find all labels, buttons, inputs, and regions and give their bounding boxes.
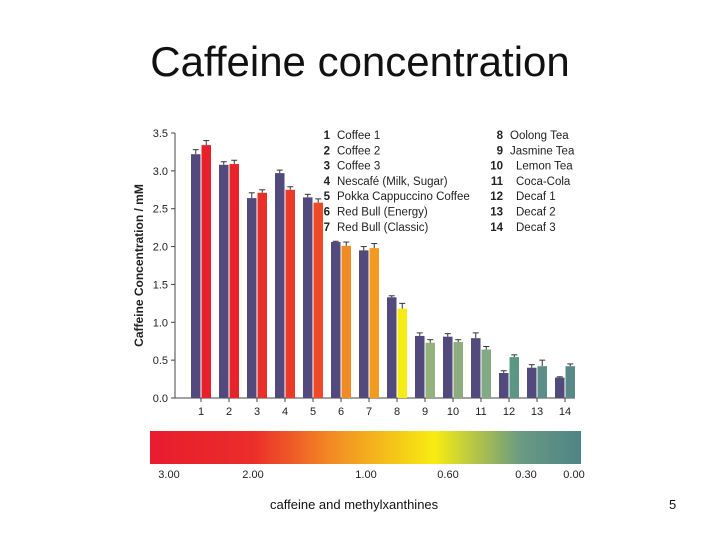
- x-tick-label: 3: [254, 406, 260, 418]
- bars: [191, 140, 575, 398]
- legend-label: Pokka Cappuccino Coffee: [337, 191, 470, 203]
- bar-sample-b: [341, 245, 351, 398]
- legend-number: 9: [497, 145, 503, 157]
- x-tick-label: 5: [310, 406, 316, 418]
- x-tick-label: 9: [422, 406, 428, 418]
- color-scale-label: 1.00: [355, 469, 376, 481]
- y-tick-label: 3.0: [153, 166, 168, 178]
- legend-label: Red Bull (Energy): [337, 207, 428, 219]
- legend-label: Coca-Cola: [516, 176, 571, 188]
- legend-number: 6: [324, 207, 330, 219]
- bar-sample-a: [387, 297, 397, 398]
- bar-sample-b: [201, 145, 211, 398]
- bar-sample-a: [219, 164, 229, 398]
- y-tick-label: 1.5: [153, 279, 168, 291]
- x-tick-label: 7: [366, 406, 372, 418]
- x-tick-label: 8: [394, 406, 400, 418]
- legend-label: Decaf 2: [516, 207, 556, 219]
- x-tick-label: 6: [338, 406, 344, 418]
- legend-number: 8: [497, 130, 504, 142]
- slide-title: Caffeine concentration: [150, 38, 570, 85]
- legend-label: Decaf 1: [516, 191, 556, 203]
- color-scale-label: 3.00: [158, 469, 179, 481]
- slide-footer: caffeine and methylxanthines: [270, 497, 439, 512]
- y-tick-label: 2.5: [153, 204, 168, 216]
- bar-sample-b: [285, 189, 295, 398]
- bar-sample-b: [257, 192, 267, 398]
- bar-sample-b: [565, 366, 575, 398]
- legend-label: Red Bull (Classic): [337, 222, 429, 234]
- bar-sample-b: [313, 202, 323, 398]
- bar-sample-b: [397, 308, 407, 398]
- bar-sample-b: [453, 341, 463, 398]
- bar-sample-a: [303, 197, 313, 398]
- legend-label: Lemon Tea: [516, 161, 573, 173]
- y-tick-label: 0.5: [153, 355, 168, 367]
- bar-sample-a: [415, 335, 425, 398]
- legend-number: 2: [324, 145, 330, 157]
- slide-number: 5: [669, 497, 677, 512]
- x-tick-label: 11: [475, 406, 486, 418]
- legend-number: 5: [324, 191, 331, 203]
- bar-sample-b: [481, 349, 491, 398]
- legend-number: 7: [324, 222, 330, 234]
- legend-label: Coffee 3: [337, 161, 380, 173]
- bar-sample-a: [499, 373, 509, 398]
- legend-number: 10: [490, 161, 503, 173]
- x-tick-label: 12: [503, 406, 515, 418]
- legend-label: Coffee 1: [337, 130, 380, 142]
- bar-sample-a: [275, 173, 285, 398]
- legend-number: 14: [490, 222, 503, 234]
- legend-number: 11: [491, 176, 504, 188]
- legend-label: Decaf 3: [516, 222, 556, 234]
- bar-sample-a: [331, 242, 341, 398]
- color-scale-label: 2.00: [242, 469, 263, 481]
- bar-sample-a: [471, 338, 481, 398]
- legend-label: Nescafé (Milk, Sugar): [337, 176, 448, 188]
- color-scale-label: 0.00: [563, 469, 584, 481]
- x-tick-label: 10: [447, 406, 459, 418]
- color-scale-label: 0.30: [515, 469, 536, 481]
- bar-sample-b: [537, 366, 547, 398]
- bar-sample-b: [229, 164, 239, 398]
- bar-sample-a: [359, 250, 369, 398]
- y-tick-label: 0.0: [153, 393, 168, 405]
- x-tick-label: 1: [198, 406, 204, 418]
- legend: 1 Coffee 1 2 Coffee 2 3 Coffee 3 4 Nescafé (Mil…: [324, 130, 575, 234]
- x-tick-label: 2: [226, 406, 232, 418]
- legend-number: 13: [490, 207, 503, 219]
- y-tick-label: 2.0: [153, 242, 168, 254]
- x-tick-label: 13: [531, 406, 543, 418]
- y-tick-label: 1.0: [153, 317, 168, 329]
- legend-label: Jasmine Tea: [510, 145, 575, 157]
- legend-number: 1: [324, 130, 331, 142]
- bar-sample-a: [443, 336, 453, 398]
- legend-number: 12: [490, 191, 503, 203]
- bar-sample-a: [247, 198, 257, 398]
- color-scale-bar: [150, 431, 581, 464]
- bar-sample-a: [555, 377, 565, 398]
- bar-sample-b: [425, 342, 435, 398]
- legend-number: 3: [324, 161, 330, 173]
- x-tick-label: 4: [282, 406, 288, 418]
- legend-label: Oolong Tea: [510, 130, 569, 142]
- bar-sample-a: [527, 367, 537, 398]
- legend-label: Coffee 2: [337, 145, 380, 157]
- bar-sample-b: [369, 248, 379, 398]
- bar-sample-a: [191, 154, 201, 398]
- legend-number: 4: [324, 176, 331, 188]
- color-scale-label: 0.60: [437, 469, 458, 481]
- y-tick-label: 3.5: [153, 128, 168, 140]
- x-tick-label: 14: [559, 406, 571, 418]
- color-scale: 3.00 2.00 1.00 0.60 0.30 0.00: [150, 431, 585, 481]
- bar-sample-b: [509, 357, 519, 398]
- y-axis-label: Caffeine Concentration / mM: [132, 184, 146, 347]
